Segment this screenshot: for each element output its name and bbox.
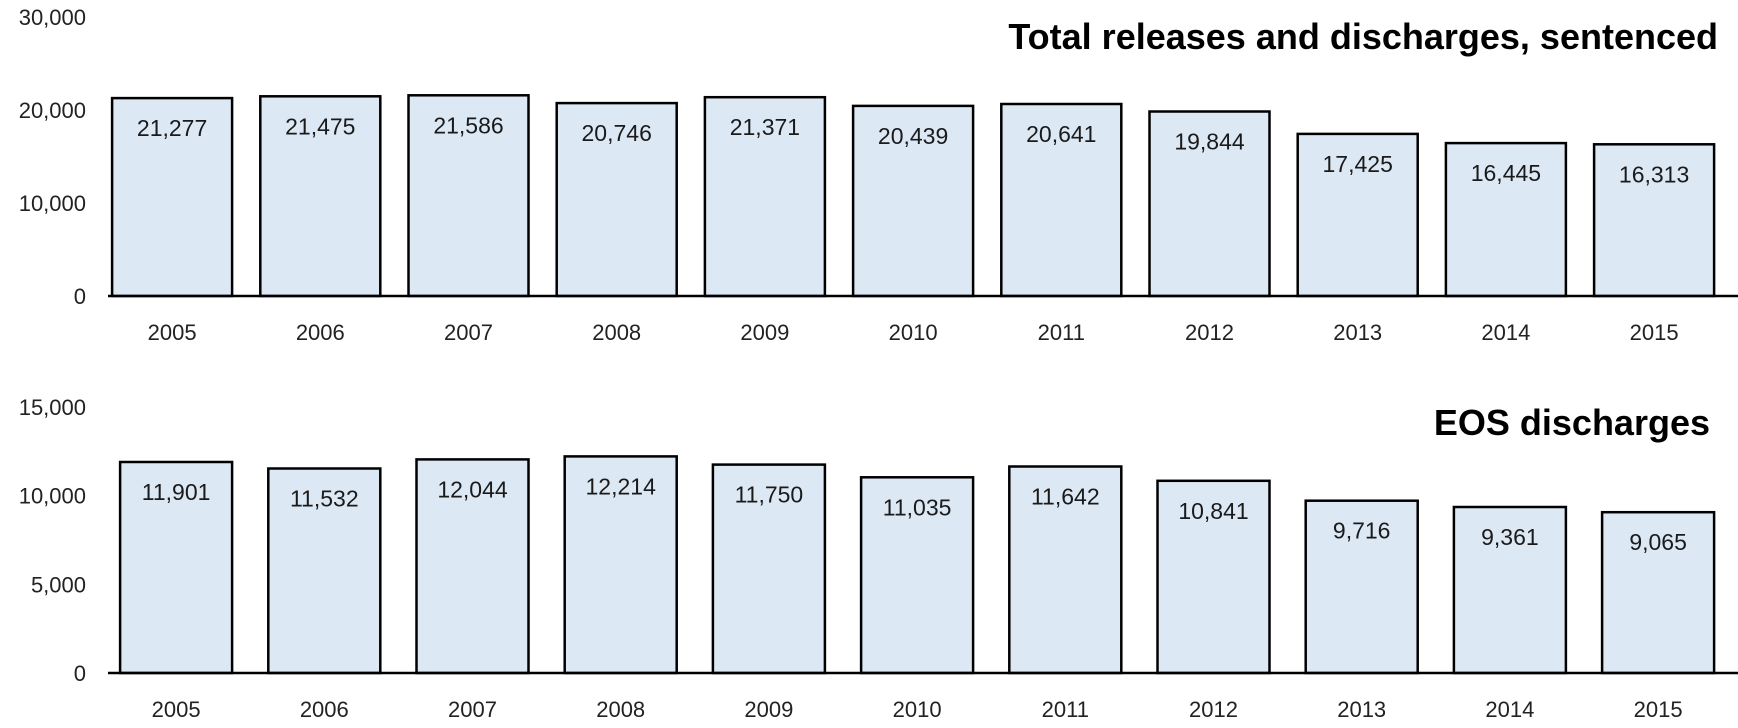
data-label-2007: 12,044 [437, 476, 508, 502]
data-label-2014: 9,361 [1481, 524, 1539, 550]
data-label-2015: 9,065 [1629, 529, 1687, 555]
bar-2012[interactable] [1148, 110, 1271, 298]
data-label-2015: 16,313 [1619, 161, 1689, 187]
y-tick-label: 10,000 [19, 484, 86, 509]
x-tick-label: 2015 [1634, 697, 1683, 722]
x-tick-label: 2010 [889, 320, 938, 345]
data-label-2005: 11,901 [142, 479, 211, 505]
chart-title: Total releases and discharges, sentenced [1008, 16, 1718, 57]
bar-2007[interactable] [415, 458, 530, 675]
data-label-2006: 11,532 [290, 486, 359, 512]
bar-2010[interactable] [851, 104, 975, 298]
data-label-2012: 10,841 [1178, 498, 1248, 524]
bar-2008[interactable] [555, 101, 678, 298]
bar-2011[interactable] [1008, 465, 1123, 675]
y-tick-label: 5,000 [31, 572, 86, 597]
data-label-2010: 11,035 [883, 494, 952, 520]
data-label-2011: 20,641 [1026, 121, 1096, 147]
x-tick-label: 2011 [1038, 320, 1085, 345]
x-tick-label: 2014 [1485, 697, 1534, 722]
x-tick-label: 2009 [740, 320, 789, 345]
bar-2006[interactable] [267, 467, 382, 675]
x-tick-label: 2006 [296, 320, 345, 345]
bar-2012[interactable] [1156, 479, 1271, 675]
data-label-2014: 16,445 [1471, 160, 1541, 186]
x-tick-label: 2015 [1630, 320, 1679, 345]
chart-title: EOS discharges [1434, 402, 1710, 443]
data-label-2008: 20,746 [582, 120, 652, 146]
data-label-2013: 9,716 [1333, 518, 1391, 544]
y-tick-label: 20,000 [19, 98, 86, 123]
x-tick-label: 2008 [596, 697, 645, 722]
data-label-2007: 21,586 [433, 112, 503, 138]
x-tick-label: 2007 [448, 697, 497, 722]
y-tick-label: 30,000 [19, 5, 86, 30]
data-label-2008: 12,214 [586, 473, 657, 499]
x-tick-label: 2006 [300, 697, 349, 722]
chart-panel-2: EOS discharges 0 5,000 10,000 15,000 11,901 20… [19, 395, 1738, 722]
x-tick-label: 2010 [893, 697, 942, 722]
data-label-2009: 11,750 [735, 482, 804, 508]
y-tick-label: 0 [74, 284, 86, 309]
bar-2008[interactable] [563, 455, 678, 675]
x-tick-label: 2007 [444, 320, 493, 345]
data-label-2009: 21,371 [730, 114, 800, 140]
bar-2015[interactable] [1600, 510, 1716, 675]
bar-2015[interactable] [1592, 143, 1716, 298]
data-label-2013: 17,425 [1323, 151, 1393, 177]
x-tick-label: 2008 [592, 320, 641, 345]
bar-2005[interactable] [110, 96, 234, 298]
data-label-2006: 21,475 [285, 113, 355, 139]
x-tick-label: 2013 [1337, 697, 1386, 722]
y-tick-label: 0 [74, 661, 86, 686]
x-tick-label: 2011 [1042, 697, 1089, 722]
bar-2006[interactable] [259, 95, 382, 298]
data-label-2010: 20,439 [878, 123, 948, 149]
x-tick-label: 2012 [1185, 320, 1234, 345]
y-tick-label: 15,000 [19, 395, 86, 420]
chart-panel-1: Total releases and discharges, sentenced… [19, 5, 1738, 345]
data-label-2011: 11,642 [1031, 484, 1100, 510]
x-tick-label: 2014 [1481, 320, 1530, 345]
x-tick-label: 2009 [744, 697, 793, 722]
x-tick-label: 2012 [1189, 697, 1238, 722]
bar-2014[interactable] [1444, 141, 1568, 298]
x-tick-label: 2005 [152, 697, 201, 722]
bar-2005[interactable] [118, 460, 234, 675]
x-tick-label: 2005 [148, 320, 197, 345]
data-label-2005: 21,277 [137, 115, 207, 141]
x-tick-label: 2013 [1333, 320, 1382, 345]
bar-2007[interactable] [407, 94, 530, 298]
data-label-2012: 19,844 [1174, 129, 1245, 155]
y-tick-label: 10,000 [19, 191, 86, 216]
